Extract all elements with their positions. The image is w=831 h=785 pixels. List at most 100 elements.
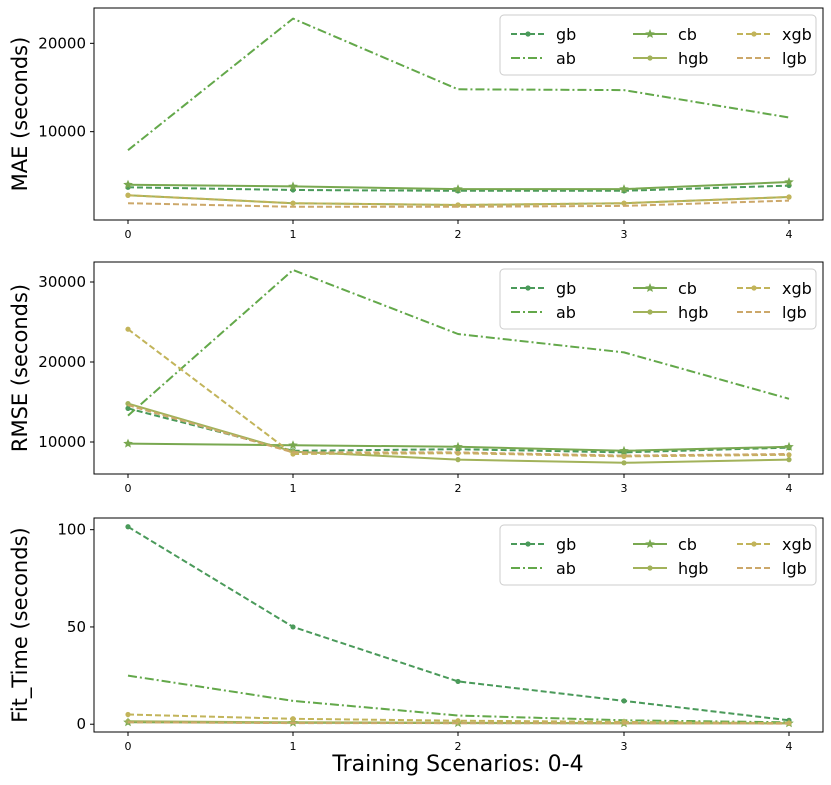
- data-point-xgb: [621, 453, 627, 459]
- legend-marker-gb: [525, 285, 531, 291]
- x-tick-label: 0: [125, 228, 132, 241]
- fit-time-panel: 0 1 2 3 4 0 50 100 Fit_Time (seconds) gb ab cb hgb xg…: [8, 517, 824, 753]
- series-line-lgb: [127, 199, 790, 208]
- legend-marker-xgb: [751, 285, 757, 291]
- x-tick-label: 4: [786, 228, 793, 241]
- data-point-gb: [125, 524, 131, 530]
- mae-panel: 0 1 2 3 4 10000 20000 MAE (seconds) gb ab cb hgb xgb…: [8, 7, 824, 241]
- legend-marker-xgb: [751, 31, 757, 37]
- series-line-lgb: [127, 404, 790, 457]
- series-line-ab: [127, 17, 790, 151]
- legend-label-ab: ab: [556, 303, 576, 322]
- y-tick-label: 100: [57, 521, 86, 539]
- data-point-hgb: [455, 457, 461, 463]
- data-point-xgb: [290, 200, 296, 206]
- legend-label-gb: gb: [556, 279, 576, 298]
- data-point-cb: [288, 181, 298, 191]
- legend-marker-gb: [525, 31, 531, 37]
- legend-marker-hgb: [647, 55, 653, 61]
- x-tick-label: 2: [455, 482, 462, 495]
- x-axis-label: Training Scenarios: 0-4: [331, 752, 583, 777]
- y-axis-label: Fit_Time (seconds): [8, 527, 33, 722]
- legend-label-gb: gb: [556, 535, 576, 554]
- data-point-cb: [288, 440, 298, 450]
- y-tick-label: 10000: [38, 433, 86, 451]
- data-point-cb: [784, 177, 794, 187]
- data-point-cb: [453, 441, 463, 451]
- y-tick-label: 50: [67, 618, 86, 636]
- data-point-cb: [619, 184, 629, 194]
- data-point-gb: [125, 405, 131, 411]
- legend-label-hgb: hgb: [678, 303, 708, 322]
- series-line-lgb: [127, 721, 790, 725]
- data-point-xgb: [125, 326, 131, 332]
- data-point-xgb: [125, 192, 131, 198]
- y-tick-label: 0: [76, 715, 86, 733]
- x-tick-label: 2: [455, 228, 462, 241]
- legend-label-lgb: lgb: [782, 49, 807, 68]
- data-point-cb: [453, 184, 463, 194]
- y-tick-label: 10000: [38, 123, 86, 141]
- x-tick-label: 3: [621, 482, 628, 495]
- legend-label-cb: cb: [678, 279, 697, 298]
- legend: [499, 14, 817, 76]
- legend-marker-cb: [645, 29, 655, 38]
- legend-marker-gb: [525, 541, 531, 547]
- data-point-cb: [123, 179, 133, 189]
- rmse-panel: 0 1 2 3 4 10000 20000 30000 RMSE (seconds) gb ab cb…: [8, 261, 824, 495]
- y-axis-label: MAE (seconds): [8, 37, 32, 192]
- x-tick-label: 3: [621, 228, 628, 241]
- legend-label-xgb: xgb: [782, 279, 812, 298]
- data-point-cb: [784, 441, 794, 451]
- data-point-gb: [621, 698, 627, 704]
- data-point-xgb: [455, 718, 461, 724]
- legend-label-ab: ab: [556, 559, 576, 578]
- data-point-hgb: [621, 460, 627, 466]
- x-tick-label: 3: [621, 740, 628, 753]
- data-point-xgb: [290, 716, 296, 722]
- x-tick-label: 1: [290, 482, 297, 495]
- legend-marker-cb: [645, 539, 655, 548]
- legend-marker-hgb: [647, 565, 653, 571]
- x-tick-label: 0: [125, 482, 132, 495]
- x-tick-label: 2: [455, 740, 462, 753]
- legend-label-gb: gb: [556, 25, 576, 44]
- legend-label-lgb: lgb: [782, 559, 807, 578]
- x-tick-label: 1: [290, 740, 297, 753]
- legend-label-xgb: xgb: [782, 535, 812, 554]
- x-tick-label: 4: [786, 482, 793, 495]
- x-tick-label: 0: [125, 740, 132, 753]
- data-point-hgb: [786, 457, 792, 463]
- y-tick-label: 20000: [38, 34, 86, 52]
- legend-label-hgb: hgb: [678, 559, 708, 578]
- legend: [499, 524, 817, 586]
- y-axis-label: RMSE (seconds): [8, 284, 32, 452]
- y-tick-label: 20000: [38, 353, 86, 371]
- legend-marker-cb: [645, 283, 655, 292]
- series-line-xgb: [127, 194, 790, 206]
- data-point-xgb: [125, 711, 131, 718]
- x-tick-label: 1: [290, 228, 297, 241]
- series-line-gb: [127, 184, 790, 192]
- x-tick-label: 4: [786, 740, 793, 753]
- data-point-xgb: [786, 194, 792, 200]
- series-line-ab: [127, 269, 790, 417]
- legend-marker-xgb: [751, 541, 757, 547]
- data-point-cb: [123, 438, 133, 448]
- series-line-xgb: [127, 713, 790, 725]
- data-point-xgb: [621, 200, 627, 206]
- data-point-gb: [455, 678, 461, 685]
- legend: [499, 268, 817, 330]
- data-point-gb: [290, 624, 296, 630]
- data-point-cb: [619, 445, 629, 455]
- legend-label-ab: ab: [556, 49, 576, 68]
- legend-label-xgb: xgb: [782, 25, 812, 44]
- legend-label-cb: cb: [678, 25, 697, 44]
- legend-label-cb: cb: [678, 535, 697, 554]
- series-line-gb: [127, 525, 790, 722]
- legend-marker-hgb: [647, 309, 653, 315]
- legend-label-hgb: hgb: [678, 49, 708, 68]
- y-tick-label: 30000: [38, 273, 86, 291]
- legend-label-lgb: lgb: [782, 303, 807, 322]
